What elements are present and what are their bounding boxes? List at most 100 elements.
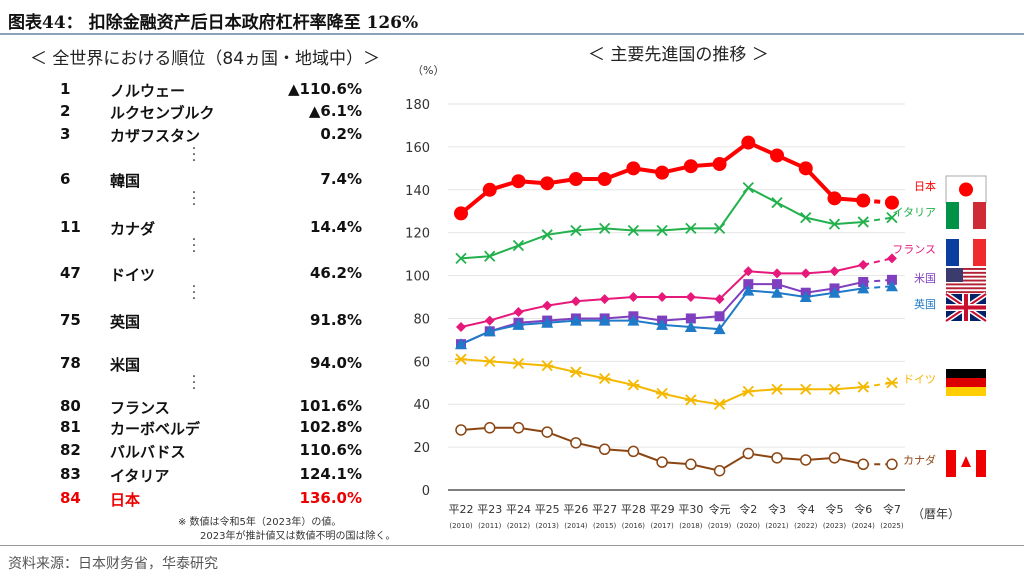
data-point <box>657 292 668 302</box>
y-tick-label: 80 <box>413 312 430 327</box>
data-point <box>685 292 696 302</box>
x-axis-label: （暦年） <box>912 507 960 521</box>
figure-title: 图表44： 扣除金融资产后日本政府杠杆率降至 126% <box>8 13 419 33</box>
x-tick-year: (2015) <box>593 522 617 530</box>
data-point <box>597 172 612 187</box>
data-point <box>685 313 696 324</box>
data-point <box>685 222 697 235</box>
x-tick-label: 平30 <box>678 503 703 516</box>
data-point <box>799 383 812 395</box>
x-tick-label: 令3 <box>768 502 786 516</box>
usa-flag-icon <box>946 268 986 294</box>
data-point <box>771 286 784 298</box>
data-point <box>512 239 525 252</box>
x-tick-label: 令4 <box>797 502 815 516</box>
ranking-value: 0.2% <box>320 125 362 143</box>
data-point <box>541 359 554 372</box>
y-tick-label: 120 <box>405 227 430 242</box>
data-point <box>684 321 697 333</box>
data-point <box>713 398 726 410</box>
x-tick-year: (2012) <box>507 522 531 530</box>
x-tick-label: 令7 <box>883 502 901 516</box>
ranking-row: 3 カザフスタン 0.2% <box>0 125 380 145</box>
x-tick-label: 平27 <box>592 503 617 516</box>
x-tick-year: (2013) <box>536 522 560 530</box>
series-label: ドイツ <box>903 373 936 386</box>
series-label: カナダ <box>903 453 936 467</box>
series-label: 英国 <box>914 297 936 311</box>
data-point <box>713 323 726 335</box>
series-forecast-line <box>863 285 893 290</box>
data-point <box>772 268 783 279</box>
bottom-divider <box>0 545 1024 546</box>
france-flag-icon <box>946 239 986 266</box>
data-point <box>483 422 496 434</box>
chart-title: ＜ 主要先進国の推移 ＞ <box>588 45 769 65</box>
data-point <box>655 165 670 180</box>
y-tick-label: 0 <box>422 484 430 499</box>
data-point <box>569 366 582 378</box>
x-tick-year: (2017) <box>650 522 674 530</box>
data-point <box>541 316 554 328</box>
data-point <box>742 181 754 194</box>
series-label: 米国 <box>914 272 936 285</box>
data-point <box>542 300 553 311</box>
x-tick-label: 平25 <box>535 503 560 516</box>
x-tick-label: 平29 <box>650 503 675 516</box>
data-point <box>800 212 812 224</box>
ranking-row: 2 ルクセンブルク ▲6.1% <box>0 102 380 122</box>
ranking-row: 47 ドイツ 46.2% <box>0 264 380 284</box>
data-point <box>858 259 869 270</box>
ranking-value: 94.0% <box>309 354 362 372</box>
data-point <box>770 148 785 163</box>
data-point <box>856 193 871 208</box>
data-point <box>511 174 526 189</box>
data-point <box>483 325 496 337</box>
data-point <box>570 296 581 307</box>
note-1: ※ 数値は令和5年（2023年）の値。 <box>178 517 342 528</box>
ranking-name: フランス <box>110 399 170 417</box>
data-point <box>627 314 640 326</box>
data-point <box>540 176 555 191</box>
ranking-name: ノルウェー <box>110 82 186 100</box>
data-point <box>656 456 668 468</box>
ranking-name: ルクセンブルク <box>110 104 215 122</box>
data-point <box>800 454 812 466</box>
ranking-value: 110.6% <box>299 441 362 459</box>
data-point <box>599 222 611 235</box>
ranking-name: 英国 <box>110 313 141 331</box>
ranking-name: ドイツ <box>110 266 156 284</box>
ranking-rank: 84 <box>60 489 81 507</box>
ranking-value: 136.0% <box>299 489 362 507</box>
data-point <box>858 276 869 287</box>
data-point <box>570 437 582 449</box>
data-point <box>627 379 640 391</box>
data-point <box>454 206 468 221</box>
data-point <box>771 452 783 464</box>
ranking-value: 124.1% <box>299 465 362 483</box>
data-point <box>568 172 583 187</box>
x-tick-label: 令5 <box>825 502 843 516</box>
data-point <box>512 357 525 370</box>
data-point <box>685 458 697 471</box>
data-point <box>513 307 524 318</box>
data-point <box>456 322 466 333</box>
x-tick-label: 令元 <box>709 502 731 516</box>
data-point <box>656 224 668 237</box>
x-tick-label: 平22 <box>449 503 474 516</box>
data-point <box>857 458 869 471</box>
ranking-rank: 75 <box>60 311 81 329</box>
ranking-rank: 2 <box>60 102 71 120</box>
x-tick-year: (2024) <box>852 522 876 530</box>
data-point <box>741 135 756 150</box>
x-tick-year: (2018) <box>679 522 703 530</box>
ranking-row: 80 フランス 101.6% <box>0 397 380 417</box>
x-tick-year: (2010) <box>449 522 473 530</box>
x-tick-year: (2011) <box>478 522 502 530</box>
data-point <box>857 216 869 228</box>
ellipsis-marker: · · · <box>191 185 197 213</box>
data-point <box>455 252 467 265</box>
data-point <box>455 424 467 436</box>
data-point <box>713 222 726 235</box>
